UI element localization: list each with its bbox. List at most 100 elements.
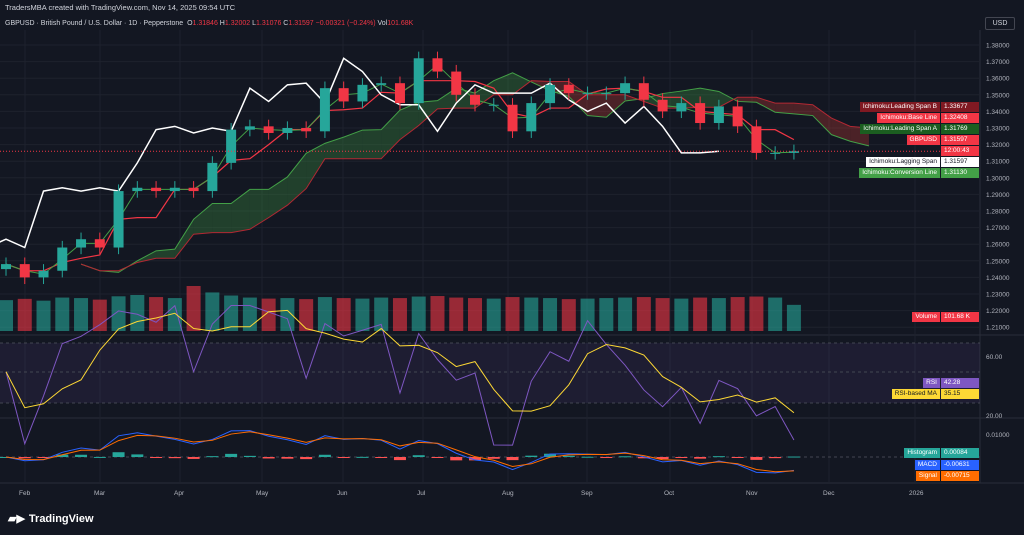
volume-bar (374, 297, 389, 331)
time-tick: May (256, 490, 269, 497)
price-tick: 1.34000 (986, 109, 1010, 116)
volume-bar (111, 296, 126, 331)
candle-body (244, 126, 255, 130)
macd-line (5, 430, 794, 474)
indicator-tag-value: 1.31597 (941, 135, 979, 145)
symbol-name[interactable]: GBPUSD · British Pound / U.S. Dollar · 1… (5, 20, 184, 27)
price-tick: 1.26000 (986, 242, 1010, 249)
candle-body (751, 126, 762, 153)
volume-bar (205, 292, 220, 331)
price-tick: 1.35000 (986, 92, 1010, 99)
indicator-tag-label: GBPUSD (906, 135, 940, 145)
tradingview-logo: ▰▶ TradingView (8, 512, 94, 526)
indicator-tag-value: -0.00715 (941, 471, 979, 481)
price-tick: 1.25000 (986, 258, 1010, 265)
volume-bar (543, 298, 558, 331)
macd-histogram-bar (225, 453, 238, 457)
candle-body (657, 99, 668, 112)
close-value: 1.31597 (288, 20, 314, 27)
indicator-tag-value: 1.32408 (941, 113, 979, 123)
rsi-line (5, 304, 795, 446)
cloud-segment (249, 189, 269, 230)
macd-histogram-bar (506, 457, 519, 461)
time-tick: Sep (581, 490, 593, 497)
macd-histogram-bar (525, 455, 538, 457)
cloud-segment (606, 94, 626, 118)
macd-histogram-bar (469, 457, 481, 461)
time-tick: Dec (823, 490, 835, 497)
candle-body (695, 103, 706, 124)
price-tick: 1.21000 (986, 325, 1010, 332)
volume-bar (317, 297, 332, 331)
indicator-tag-value: -0.00631 (941, 460, 979, 470)
close-label: C (283, 20, 289, 27)
time-tick: Jul (417, 490, 426, 497)
candle-body (319, 88, 330, 132)
volume-bar (486, 298, 501, 331)
volume-bar (674, 298, 689, 331)
volume-bar (149, 297, 164, 331)
time-tick: Oct (664, 490, 674, 497)
cloud-segment (174, 219, 194, 259)
indicator-tag-label: Ichimoku:Lagging Span (866, 157, 940, 167)
price-tick: 1.28000 (986, 209, 1010, 216)
macd-histogram-bar (168, 457, 181, 459)
indicator-tag-label: Ichimoku:Conversion Line (859, 168, 940, 178)
indicator-tag-label: Ichimoku:Leading Span B (859, 102, 940, 112)
candle-body (545, 84, 556, 104)
cloud-segment (512, 72, 532, 95)
volume-bar (392, 298, 407, 331)
candle-body (38, 270, 49, 278)
rsi-tick: 60.00 (986, 354, 1003, 361)
volume-bar (618, 297, 633, 331)
volume-bar (17, 298, 32, 331)
volume-bar (505, 297, 520, 331)
volume-bar (749, 296, 764, 331)
candle-body (676, 103, 687, 112)
macd-histogram-bar (112, 452, 125, 457)
time-tick: Jun (337, 490, 348, 497)
candle-body (413, 58, 424, 104)
macd-tick: 0.01000 (986, 432, 1010, 439)
candle-body (169, 187, 180, 192)
volume-bar (411, 296, 426, 331)
open-value: 1.31846 (192, 20, 218, 27)
macd-histogram-bar (656, 457, 669, 460)
candle-body (1, 264, 11, 270)
price-tick: 1.32000 (986, 142, 1010, 149)
candle-body (188, 187, 199, 192)
price-tick: 1.29000 (986, 192, 1010, 199)
macd-histogram-bar (206, 456, 219, 458)
candle-body (732, 106, 743, 127)
macd-histogram-bar (450, 457, 463, 461)
indicator-tag-label: Volume (912, 312, 940, 322)
price-tick: 1.38000 (986, 43, 1010, 50)
cloud-segment (793, 103, 813, 116)
change-value: −0.00321 (−0.24%) (315, 20, 376, 27)
macd-histogram-bar (393, 457, 406, 461)
high-value: 1.32002 (224, 20, 251, 27)
price-tick: 1.36000 (986, 76, 1010, 83)
macd-histogram-bar (300, 457, 313, 460)
macd-histogram-bar (487, 457, 500, 459)
high-label: H (219, 20, 225, 27)
bar-countdown: 12:00:43 (941, 146, 979, 156)
chart-caption: TradersMBA created with TradingView.com,… (5, 3, 236, 12)
candle-body (601, 93, 612, 95)
cloud-segment (756, 97, 776, 113)
candle-body (526, 103, 537, 132)
macd-histogram-bar (562, 455, 575, 457)
macd-histogram-bar (431, 457, 444, 458)
candle-body (19, 264, 30, 278)
indicator-tag-label: Signal (915, 471, 940, 481)
macd-histogram-bar (56, 454, 69, 457)
rsi-band (0, 343, 980, 403)
volume-bar (224, 295, 239, 331)
price-pane (0, 30, 1024, 335)
volume-bar (636, 297, 651, 331)
macd-histogram-bar (93, 456, 106, 458)
volume-bar (655, 298, 670, 331)
currency-button[interactable]: USD (985, 17, 1015, 30)
macd-histogram-bar (619, 456, 632, 458)
